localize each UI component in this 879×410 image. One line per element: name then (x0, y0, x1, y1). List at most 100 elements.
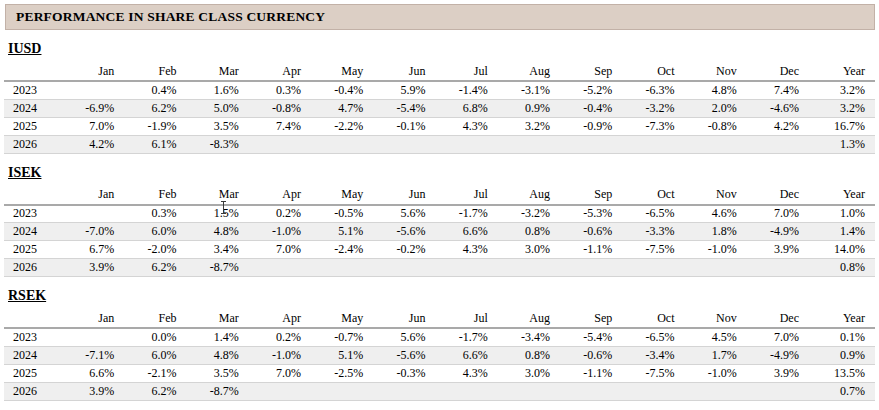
month-column-header: Feb (124, 310, 186, 328)
performance-cell: 5.6% (373, 328, 435, 346)
row-year-label: 2024 (4, 223, 62, 241)
performance-cell: 4.3% (436, 364, 498, 382)
performance-cell: 0.9% (809, 346, 875, 364)
table-row: 2024-7.0%6.0%4.8%-1.0%5.1%-5.6%6.6%0.8%-… (4, 223, 875, 241)
month-column-header: Feb (124, 63, 186, 81)
row-year-label: 2026 (4, 259, 62, 277)
month-column-header: Aug (498, 310, 560, 328)
performance-cell (622, 135, 684, 153)
performance-cell: 0.2% (249, 205, 311, 223)
table-row: 20256.6%-2.1%3.5%7.0%-2.5%-0.3%4.3%3.0%-… (4, 364, 875, 382)
performance-cell: -1.7% (436, 205, 498, 223)
month-column-header: Apr (249, 63, 311, 81)
month-column-header: Jun (373, 310, 435, 328)
performance-cell: 4.5% (685, 328, 747, 346)
performance-cell (560, 259, 622, 277)
row-year-label: 2026 (4, 135, 62, 153)
performance-cell: -1.0% (685, 241, 747, 259)
performance-cell: -2.4% (311, 241, 373, 259)
month-column-header: Apr (249, 187, 311, 205)
share-class-name: ISEK (8, 165, 875, 181)
month-column-header: Aug (498, 187, 560, 205)
performance-cell: -4.6% (747, 99, 809, 117)
month-column-header: Sep (560, 310, 622, 328)
month-column-header: Feb (124, 187, 186, 205)
row-year-label: 2025 (4, 364, 62, 382)
performance-cell: 0.2% (249, 328, 311, 346)
performance-cell (311, 135, 373, 153)
performance-cell: -0.3% (373, 364, 435, 382)
performance-cell: -0.7% (311, 328, 373, 346)
performance-cell: 0.1% (809, 328, 875, 346)
performance-cell: 7.0% (62, 117, 124, 135)
performance-cell: 4.6% (685, 205, 747, 223)
performance-cell: 6.6% (436, 346, 498, 364)
row-year-label: 2023 (4, 328, 62, 346)
month-column-header: Nov (685, 187, 747, 205)
month-column-header: Jun (373, 63, 435, 81)
performance-cell: 4.2% (62, 135, 124, 153)
performance-cell: 5.1% (311, 223, 373, 241)
performance-cell: 1.7% (685, 346, 747, 364)
performance-cell: 14.0% (809, 241, 875, 259)
performance-cell (622, 259, 684, 277)
table-row: 20263.9%6.2%-8.7%0.8% (4, 259, 875, 277)
performance-cell: 6.2% (124, 259, 186, 277)
performance-cell: 7.0% (249, 364, 311, 382)
row-year-label: 2026 (4, 382, 62, 400)
row-year-label: 2024 (4, 346, 62, 364)
performance-cell (311, 259, 373, 277)
share-class-name: RSEK (8, 288, 875, 304)
performance-cell: -3.4% (622, 346, 684, 364)
performance-cell (373, 135, 435, 153)
performance-cell: 6.2% (124, 382, 186, 400)
performance-cell: 3.5% (187, 364, 249, 382)
performance-cell (436, 382, 498, 400)
table-header-row: JanFebMarAprMayJunJulAugSepOctNovDecYear (4, 187, 875, 205)
share-class-section-isek: ISEK JanFebMarAprMayJunJulAugSepOctNovDec… (4, 165, 875, 278)
performance-cell: 0.9% (498, 99, 560, 117)
performance-cell: 4.8% (187, 346, 249, 364)
month-column-header: Jan (62, 310, 124, 328)
performance-cell: -1.0% (685, 364, 747, 382)
table-header-row: JanFebMarAprMayJunJulAugSepOctNovDecYear (4, 63, 875, 81)
month-column-header: Jan (62, 187, 124, 205)
performance-cell (685, 135, 747, 153)
performance-cell: 3.4% (187, 241, 249, 259)
performance-cell (62, 205, 124, 223)
performance-cell: 3.2% (809, 81, 875, 99)
performance-cell: -1.7% (436, 328, 498, 346)
performance-cell: -3.2% (622, 99, 684, 117)
month-column-header: Dec (747, 187, 809, 205)
performance-cell (62, 328, 124, 346)
share-class-name: IUSD (8, 41, 875, 57)
performance-cell (436, 259, 498, 277)
performance-cell: -4.9% (747, 223, 809, 241)
month-column-header: Dec (747, 63, 809, 81)
performance-cell: -7.1% (62, 346, 124, 364)
performance-sections: IUSD JanFebMarAprMayJunJulAugSepOctNovDec… (4, 41, 875, 401)
share-class-section-rsek: RSEKJanFebMarAprMayJunJulAugSepOctNovDec… (4, 288, 875, 401)
performance-cell: 7.0% (249, 241, 311, 259)
performance-cell: -2.0% (124, 241, 186, 259)
performance-cell: -1.0% (249, 346, 311, 364)
month-column-header: Mar (187, 310, 249, 328)
performance-cell: -1.1% (560, 241, 622, 259)
page-title: PERFORMANCE IN SHARE CLASS CURRENCY (16, 9, 325, 25)
performance-cell: 16.7% (809, 117, 875, 135)
performance-cell: -5.4% (560, 328, 622, 346)
performance-cell: 7.4% (249, 117, 311, 135)
month-column-header: May (311, 63, 373, 81)
performance-cell (62, 81, 124, 99)
performance-cell: 3.0% (498, 241, 560, 259)
month-column-header: May (311, 187, 373, 205)
performance-cell: -8.3% (187, 135, 249, 153)
performance-cell (747, 135, 809, 153)
performance-cell: 4.2% (747, 117, 809, 135)
year-column-header (4, 63, 62, 81)
performance-cell: -6.9% (62, 99, 124, 117)
performance-cell (747, 382, 809, 400)
performance-cell: 3.2% (498, 117, 560, 135)
performance-cell: -3.1% (498, 81, 560, 99)
table-row: 2024-7.1%6.0%4.8%-1.0%5.1%-5.6%6.6%0.8%-… (4, 346, 875, 364)
